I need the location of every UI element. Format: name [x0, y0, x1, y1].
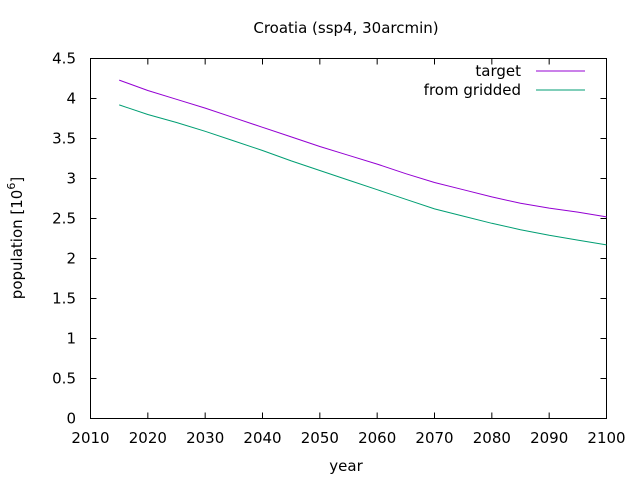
y-tick-label: 3.5 — [52, 130, 76, 148]
series-line-from-gridded — [119, 104, 607, 246]
y-axis: 0 0.5 1 1.5 2 2.5 3 3.5 4 4.5 — [52, 50, 607, 428]
y-tick-label: 1.5 — [52, 290, 76, 308]
y-axis-label: population [106] — [5, 177, 26, 299]
y-axis-label-exponent: 6 — [5, 183, 18, 190]
plot-frame — [90, 58, 607, 419]
x-tick-label: 2010 — [71, 429, 109, 447]
x-tick-label: 2030 — [186, 429, 224, 447]
x-tick-label: 2050 — [301, 429, 339, 447]
x-axis-label: year — [329, 457, 363, 475]
series-line-target — [119, 79, 607, 218]
y-axis-label-close: ] — [8, 177, 26, 183]
legend-label-from-gridded: from gridded — [424, 81, 521, 99]
x-tick-label: 2020 — [129, 429, 167, 447]
y-tick-label: 3 — [66, 170, 76, 188]
x-tick-label: 2070 — [415, 429, 453, 447]
legend: target from gridded — [424, 62, 585, 99]
y-tick-label: 4 — [66, 90, 76, 108]
x-tick-label: 2060 — [358, 429, 396, 447]
x-tick-label: 2040 — [243, 429, 281, 447]
x-axis: 2010 2020 2030 2040 2050 2060 2070 2080 2090 2100 — [71, 58, 626, 447]
y-tick-label: 0 — [66, 410, 76, 428]
y-tick-label: 1 — [66, 330, 76, 348]
y-tick-label: 2 — [66, 250, 76, 268]
legend-label-target: target — [475, 62, 521, 80]
x-tick-label: 2100 — [587, 429, 625, 447]
x-tick-label: 2080 — [473, 429, 511, 447]
series-lines — [119, 79, 607, 246]
y-axis-label-main: population [10 — [8, 190, 26, 300]
y-tick-label: 2.5 — [52, 210, 76, 228]
chart-title: Croatia (ssp4, 30arcmin) — [253, 19, 438, 37]
y-tick-label: 0.5 — [52, 370, 76, 388]
x-tick-label: 2090 — [530, 429, 568, 447]
y-tick-label: 4.5 — [52, 50, 76, 68]
